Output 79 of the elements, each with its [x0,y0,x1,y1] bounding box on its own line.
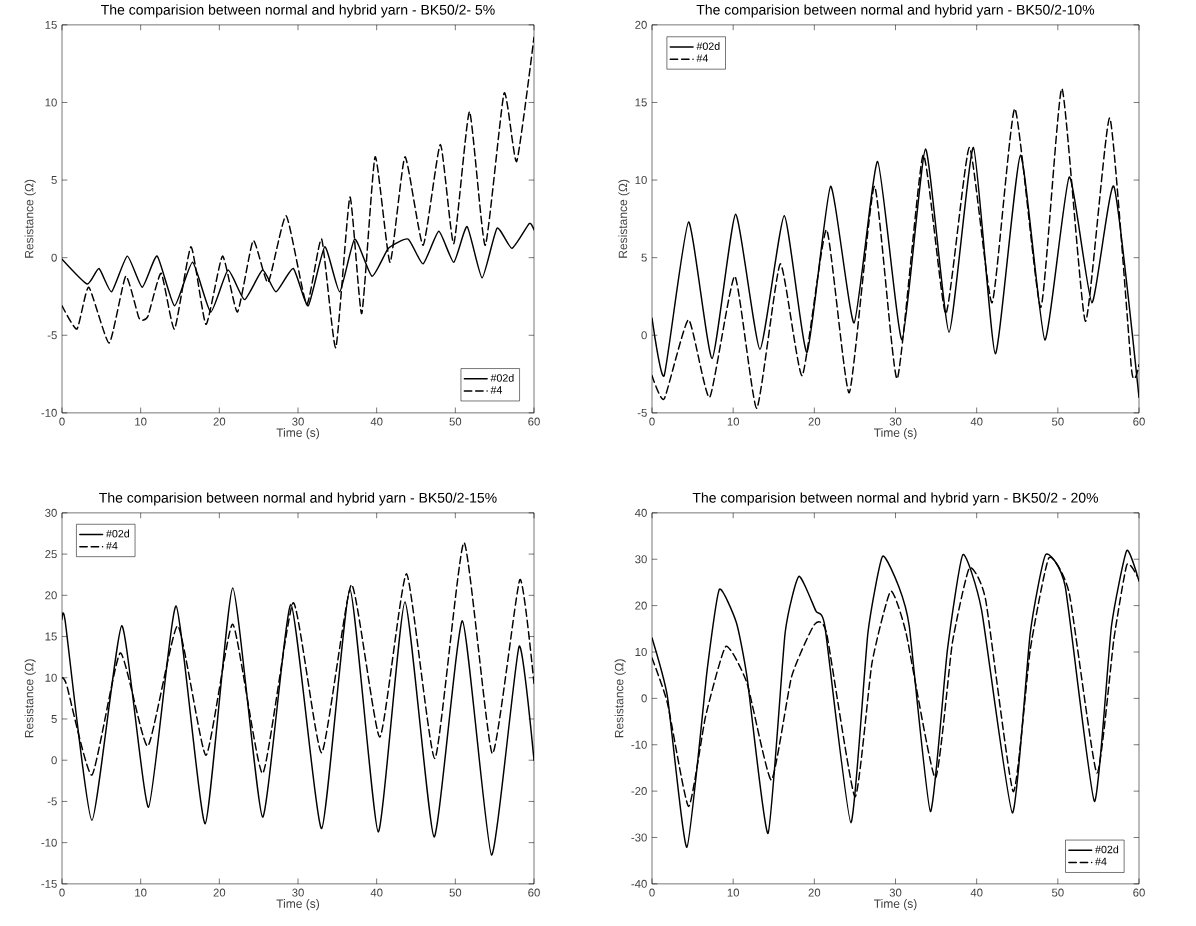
y-tick-label: 5 [51,176,57,185]
y-tick-label: 25 [45,550,57,559]
y-tick-label: -20 [631,787,647,796]
y-tick-label: -10 [41,838,57,847]
y-tick-label: 20 [635,601,647,610]
x-tick-label: 20 [808,417,821,426]
y-tick-label: 15 [45,632,57,641]
x-tick-label: 30 [889,417,902,426]
x-tick-label: 40 [370,417,383,426]
y-tick-label: 5 [51,715,57,723]
x-tick-label: 20 [808,888,821,897]
y-tick-label: -5 [47,331,57,340]
legend-label: #4 [1095,857,1107,866]
y-tick-label: 0 [51,756,57,765]
y-tick-label: 0 [641,694,647,703]
x-tick-label: 60 [1133,417,1145,426]
y-axis-title: Resistance (Ω) [618,179,630,258]
x-tick-label: 30 [889,888,902,897]
y-tick-label: -10 [631,740,647,749]
x-tick-label: 20 [213,888,226,897]
x-tick-label: 10 [727,888,740,897]
y-axis-title: Resistance (Ω) [24,659,36,738]
x-tick-label: 40 [970,417,983,426]
y-tick-label: 40 [634,508,647,517]
x-tick-label: 0 [649,888,655,897]
chart-title: The comparision between normal and hybrid yarn - BK50/2-10% [696,4,1095,18]
x-tick-label: 0 [649,417,655,426]
y-tick-label: 20 [635,20,647,29]
y-tick-label: 20 [45,591,57,600]
x-axis-title: Time (s) [276,428,320,440]
y-tick-label: 15 [45,20,57,29]
x-axis-title: Time (s) [276,899,320,911]
x-tick-label: 60 [528,888,540,897]
y-tick-label: 30 [635,555,647,564]
legend-label: #02d [696,42,720,51]
y-tick-label: 5 [641,253,647,262]
y-tick-label: -15 [41,879,57,888]
y-tick-label: -10 [41,408,57,417]
x-axis-title: Time (s) [874,899,917,911]
x-tick-label: 60 [528,417,540,426]
x-tick-label: 50 [449,888,462,897]
x-tick-label: 60 [1133,888,1145,897]
x-tick-label: 0 [59,888,65,897]
x-tick-label: 0 [59,417,65,426]
y-axis-title: Resistance (Ω) [614,659,626,738]
y-tick-label: 10 [635,176,647,185]
x-tick-label: 10 [727,417,740,426]
x-tick-label: 40 [970,888,983,897]
x-tick-label: 50 [1052,417,1064,426]
x-tick-label: 50 [1051,888,1064,897]
x-tick-label: 30 [292,888,304,897]
legend-label: #4 [106,542,118,550]
y-tick-label: -5 [47,797,57,806]
y-tick-label: 30 [45,508,57,517]
y-tick-label: 10 [45,673,57,682]
chart-title: The comparision between normal and hybrid yarn - BK50/2-15% [99,492,497,506]
y-tick-label: 0 [51,253,57,262]
legend-label: #4 [490,386,503,394]
y-tick-label: 10 [635,648,647,657]
y-tick-label: -5 [637,408,647,417]
x-tick-label: 20 [213,417,226,426]
x-tick-label: 40 [370,888,383,897]
legend-label: #02d [1095,845,1119,854]
chart-title: The comparision between normal and hybrid yarn - BK50/2- 5% [101,4,495,18]
x-tick-label: 10 [135,888,147,897]
legend-label: #4 [696,54,708,62]
y-tick-label: 0 [641,331,647,340]
x-tick-label: 10 [135,417,147,426]
x-tick-label: 50 [449,417,462,426]
y-tick-label: 15 [635,98,647,107]
x-axis-title: Time (s) [874,428,917,440]
y-axis-title: Resistance (Ω) [24,179,36,258]
y-tick-label: -40 [631,879,647,888]
y-tick-label: 10 [45,98,57,107]
legend-label: #02d [490,373,514,382]
chart-title: The comparision between normal and hybrid yarn - BK50/2 - 20% [692,492,1099,506]
legend-label: #02d [106,529,130,538]
x-tick-label: 30 [292,417,304,426]
y-tick-label: -30 [631,833,647,842]
